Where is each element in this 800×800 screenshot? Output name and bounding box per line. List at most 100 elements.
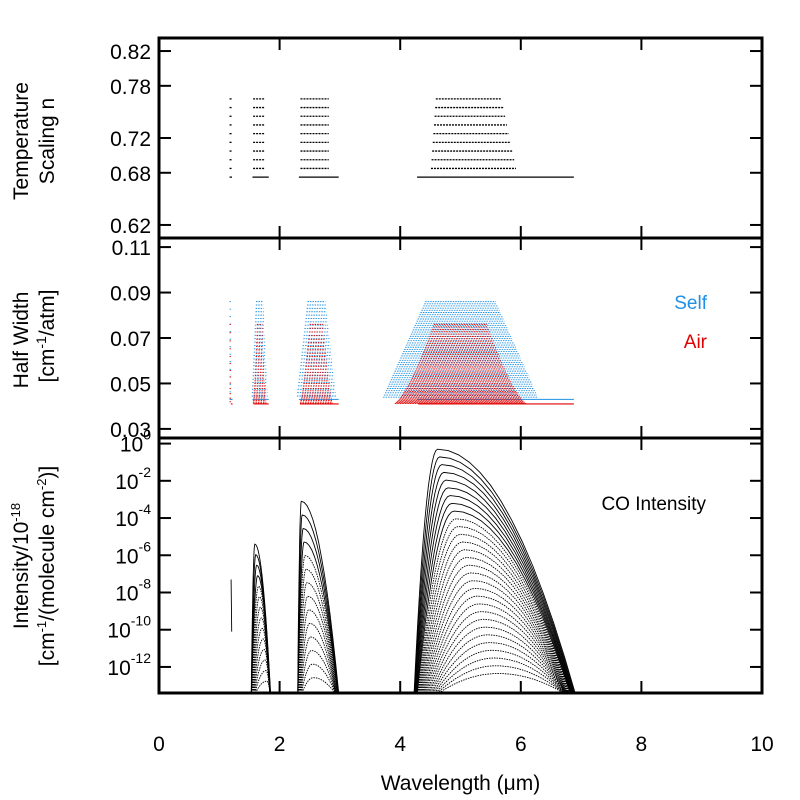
intensity-line bbox=[299, 609, 337, 694]
intensity-line bbox=[435, 657, 565, 694]
y-tick-label: 0.05 bbox=[110, 373, 151, 396]
y-tick-label: 100 bbox=[120, 427, 151, 457]
y-tick-label: 0.07 bbox=[110, 328, 151, 351]
intensity-band bbox=[297, 500, 340, 694]
y-tick-label: 0.72 bbox=[110, 128, 151, 151]
intensity-line bbox=[300, 663, 336, 694]
intensity-line bbox=[301, 677, 336, 694]
y-axis-label: Intensity/10-18[cm-1/(molecule cm-2)] bbox=[8, 466, 59, 666]
intensity-line bbox=[251, 606, 271, 694]
intensity-line bbox=[434, 649, 565, 694]
intensity-line bbox=[252, 627, 271, 694]
y-tick-label: 0.62 bbox=[110, 215, 151, 238]
halfwidth-band bbox=[383, 301, 574, 405]
intensity-line bbox=[416, 502, 572, 694]
intensity-line bbox=[420, 549, 569, 694]
panel-frame bbox=[157, 36, 764, 240]
intensity-line bbox=[421, 557, 568, 694]
intensity-line bbox=[255, 680, 271, 694]
intensity-line bbox=[230, 579, 233, 632]
intensity-band bbox=[413, 448, 576, 694]
legend-air: Air bbox=[684, 332, 708, 353]
panel-frame bbox=[157, 436, 764, 695]
intensity-line bbox=[251, 585, 271, 694]
intensity-line bbox=[297, 541, 338, 694]
y-tick-label: 0.09 bbox=[110, 283, 151, 306]
y-tick-label: 10-10 bbox=[107, 613, 151, 643]
y-tick-label: 0.11 bbox=[112, 237, 151, 260]
n-band bbox=[229, 98, 232, 178]
halfwidth-band bbox=[296, 301, 339, 405]
x-tick-label: 6 bbox=[515, 733, 527, 756]
panel-frame bbox=[157, 236, 764, 440]
intensity-line bbox=[298, 582, 337, 694]
n-band bbox=[298, 98, 339, 178]
y-tick-label: 0.78 bbox=[110, 76, 151, 99]
panel-frames bbox=[157, 36, 764, 695]
intensity-line bbox=[413, 456, 575, 694]
y-tick-label: 10-6 bbox=[115, 538, 151, 568]
intensity-line bbox=[437, 665, 564, 694]
intensity-band bbox=[230, 579, 233, 632]
intensity-line bbox=[297, 514, 339, 694]
intensity-line bbox=[297, 527, 339, 694]
y-tick-label: 10-2 bbox=[115, 464, 151, 494]
x-tick-label: 10 bbox=[750, 733, 773, 756]
y-tick-label: 0.03 bbox=[110, 419, 151, 442]
intensity-line bbox=[414, 479, 573, 694]
intensity-line bbox=[254, 670, 271, 694]
y-tick-label: 10-4 bbox=[115, 501, 151, 531]
halfwidth-band bbox=[251, 301, 269, 405]
intensity-line bbox=[298, 595, 337, 694]
intensity-label: CO Intensity bbox=[601, 494, 706, 515]
legend-self: Self bbox=[674, 293, 707, 314]
intensity-line bbox=[300, 650, 336, 694]
x-tick-label: 2 bbox=[274, 733, 286, 756]
intensity-line bbox=[416, 510, 571, 694]
intensity-line bbox=[254, 659, 271, 694]
intensity-line bbox=[430, 626, 565, 694]
intensity-line bbox=[432, 642, 565, 694]
intensity-line bbox=[414, 464, 575, 694]
intensity-line bbox=[418, 526, 570, 694]
y-tick-label: 0.82 bbox=[110, 41, 151, 64]
intensity-line bbox=[299, 622, 337, 694]
n-band bbox=[417, 98, 574, 178]
y-tick-label: 0.68 bbox=[110, 163, 151, 186]
intensity-line bbox=[299, 636, 336, 694]
y-axis-label: Half Width [cm-1/atm] bbox=[10, 290, 59, 389]
x-tick-label: 4 bbox=[394, 733, 406, 756]
intensity-line bbox=[425, 595, 566, 694]
y-axis-label: Temperature Scaling n bbox=[10, 82, 59, 200]
intensity-line bbox=[251, 596, 271, 694]
intensity-line bbox=[253, 638, 271, 694]
intensity-line bbox=[298, 568, 338, 694]
intensity-line bbox=[427, 611, 566, 694]
halfwidth-band bbox=[229, 301, 233, 405]
intensity-line bbox=[421, 564, 568, 694]
x-tick-label: 8 bbox=[636, 733, 648, 756]
temperature-scaling-panel: 0.82 0.78 0.72 0.68 0.62 Temperature Scaling n bbox=[10, 41, 762, 238]
half-width-panel: 0.11 0.09 0.07 0.05 0.03 Half Width [cm-1/atm]… bbox=[10, 237, 762, 442]
intensity-line bbox=[429, 618, 565, 694]
intensity-line bbox=[424, 587, 567, 694]
y-tick-label: 10-12 bbox=[107, 650, 151, 680]
n-band bbox=[252, 98, 269, 178]
intensity-line bbox=[419, 541, 569, 694]
intensity-line bbox=[417, 518, 570, 694]
intensity-line bbox=[297, 555, 338, 694]
intensity-line bbox=[415, 487, 573, 694]
x-tick-label: 0 bbox=[153, 733, 165, 756]
intensity-line bbox=[418, 533, 569, 694]
intensity-line bbox=[297, 500, 340, 694]
intensity-band bbox=[250, 543, 272, 694]
intensity-line bbox=[413, 448, 576, 694]
intensity-line bbox=[438, 673, 564, 694]
intensity-line bbox=[415, 495, 572, 694]
intensity-panel: 100 10-2 10-4 10-6 10-8 10-10 10-12 Intensity/1… bbox=[8, 427, 762, 694]
intensity-line bbox=[431, 634, 565, 694]
intensity-line bbox=[422, 572, 567, 694]
intensity-line bbox=[414, 471, 574, 694]
intensity-line bbox=[426, 603, 566, 694]
intensity-line bbox=[252, 617, 271, 694]
